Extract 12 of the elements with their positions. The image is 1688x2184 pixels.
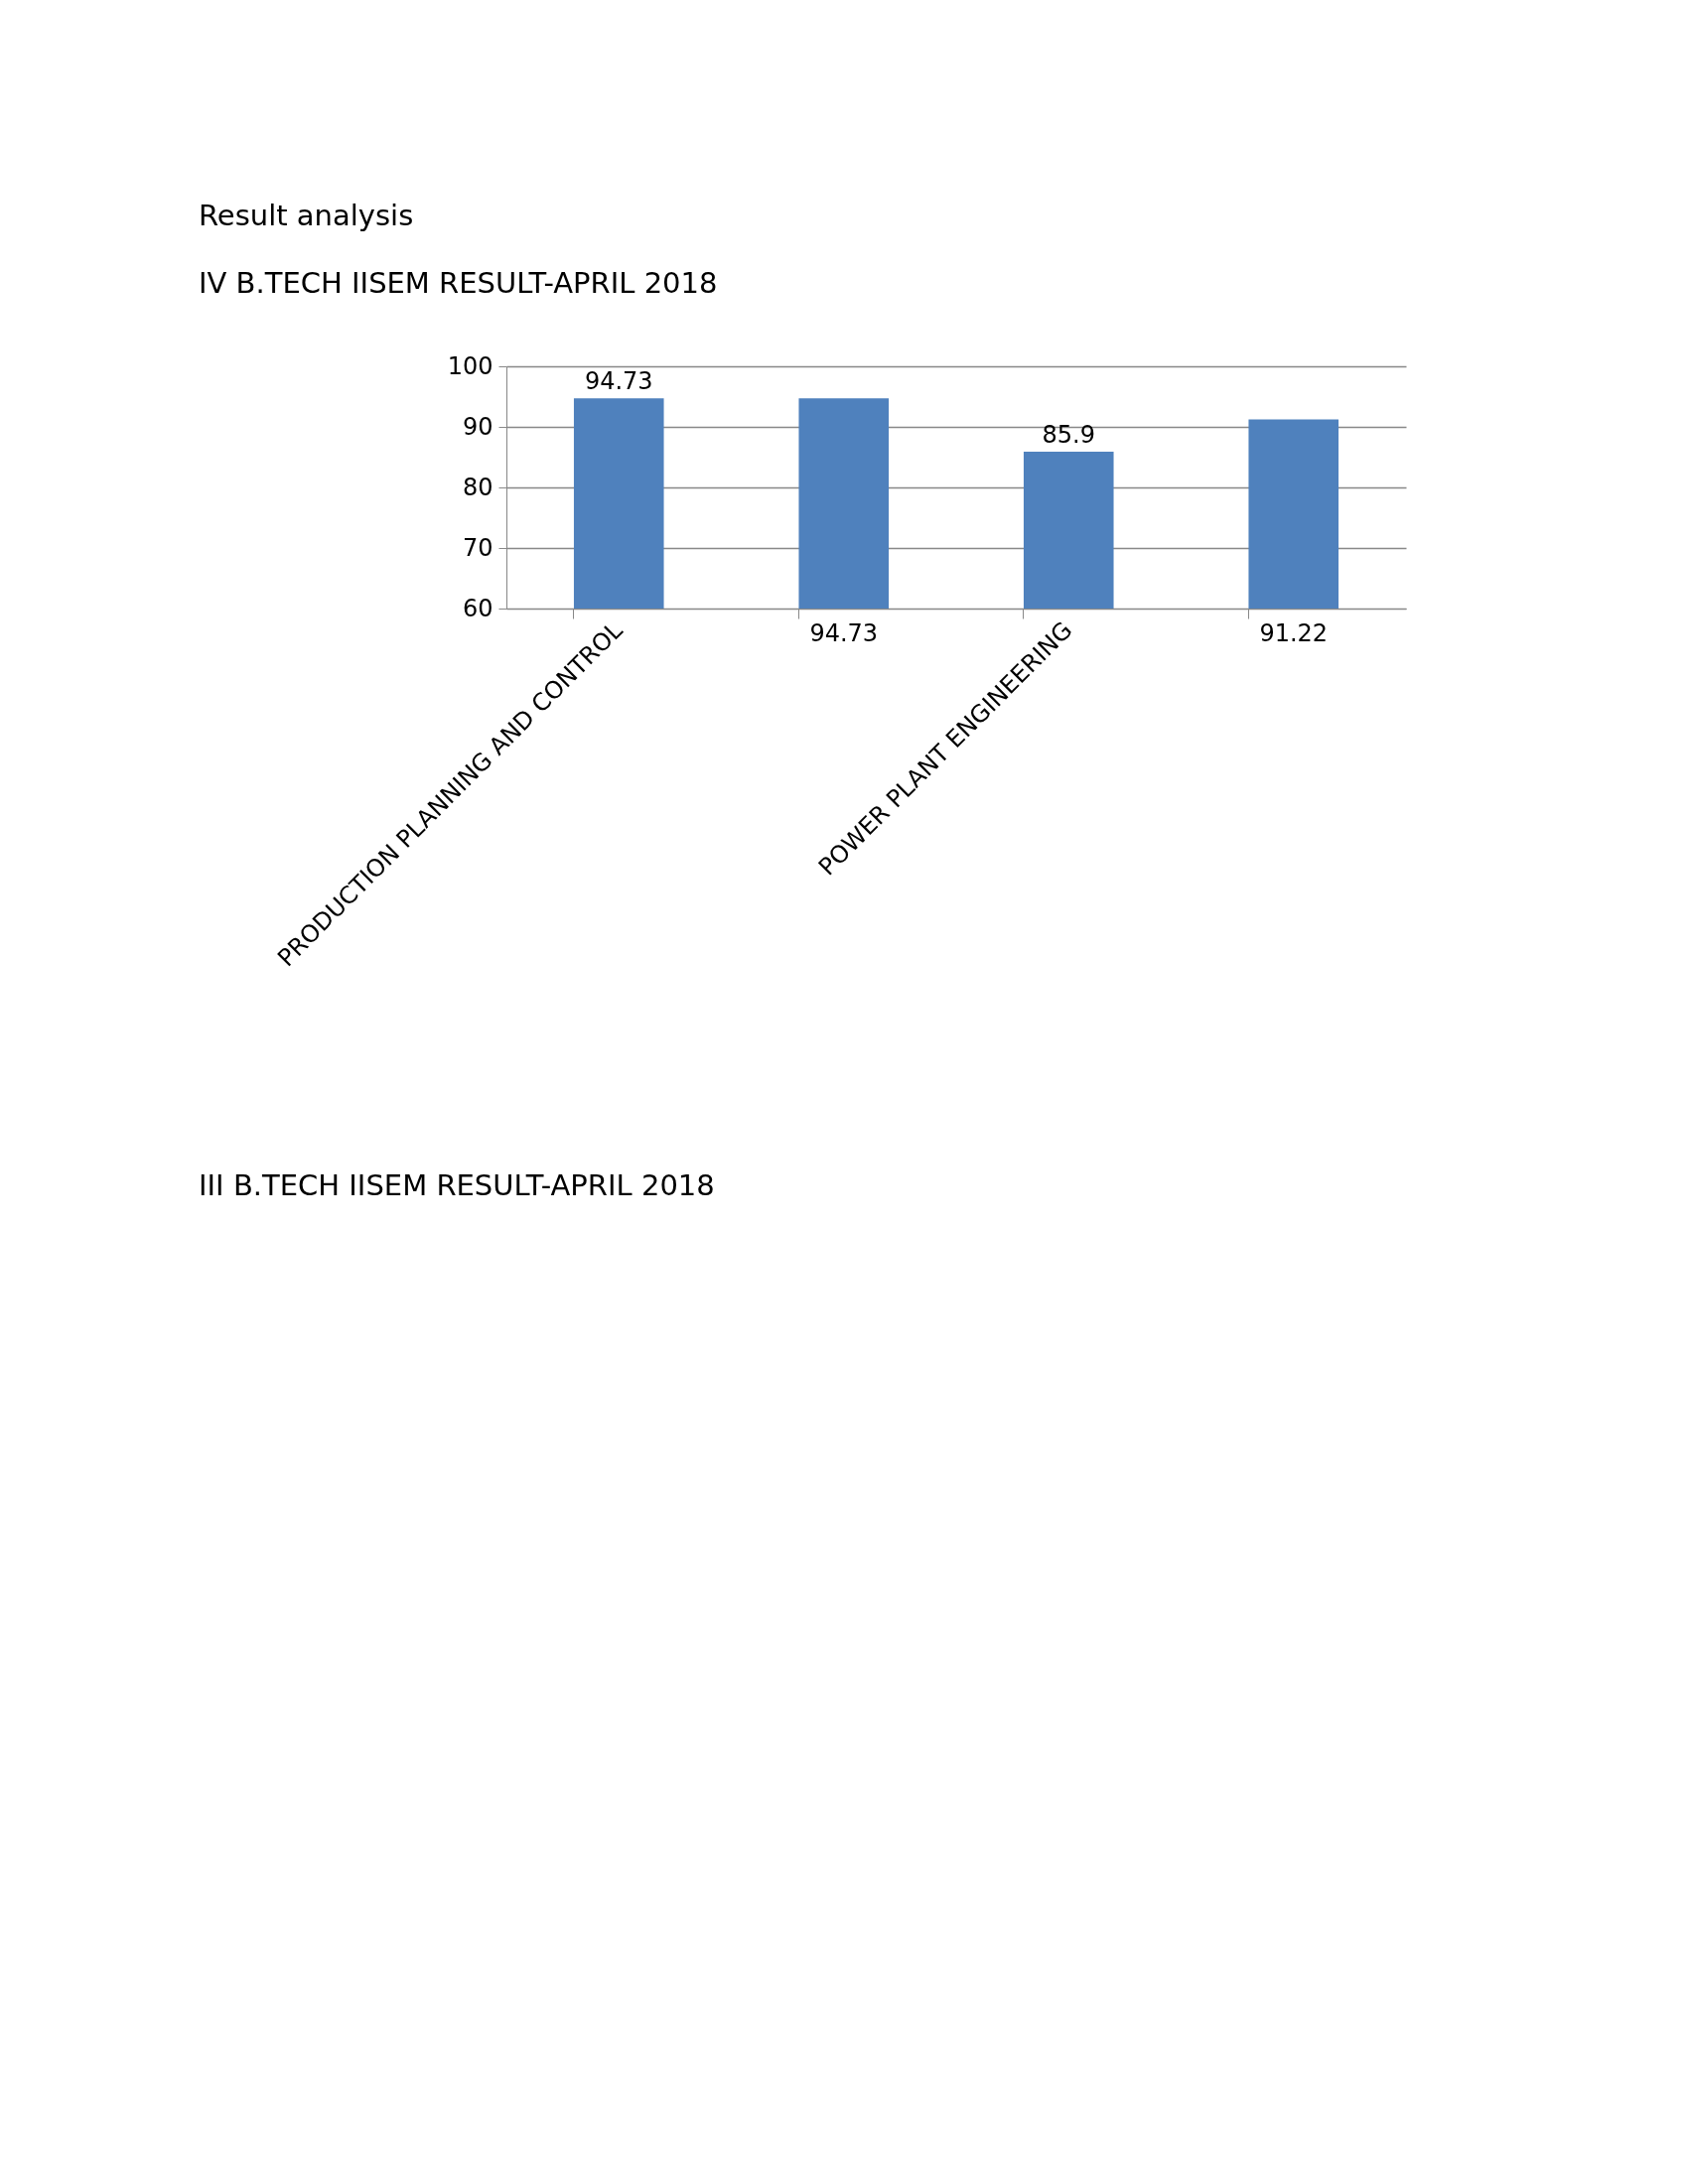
- y-tick-label: 70: [462, 533, 493, 562]
- y-tick-label: 60: [462, 594, 493, 622]
- data-label: 85.9: [1042, 421, 1095, 450]
- data-label: 91.22: [1259, 619, 1329, 647]
- y-tick-label: 90: [462, 412, 493, 441]
- chart-subtitle: IV B.TECH IISEM RESULT-APRIL 2018: [199, 266, 718, 300]
- text: III B.TECH IISEM RESULT-APRIL 2018: [199, 1168, 715, 1202]
- data-label: 94.73: [809, 619, 879, 647]
- data-label: 94.73: [584, 367, 653, 396]
- y-tick-label: 100: [447, 351, 493, 380]
- chart-title: Result analysis: [199, 199, 414, 232]
- y-tick-label: 80: [462, 473, 493, 501]
